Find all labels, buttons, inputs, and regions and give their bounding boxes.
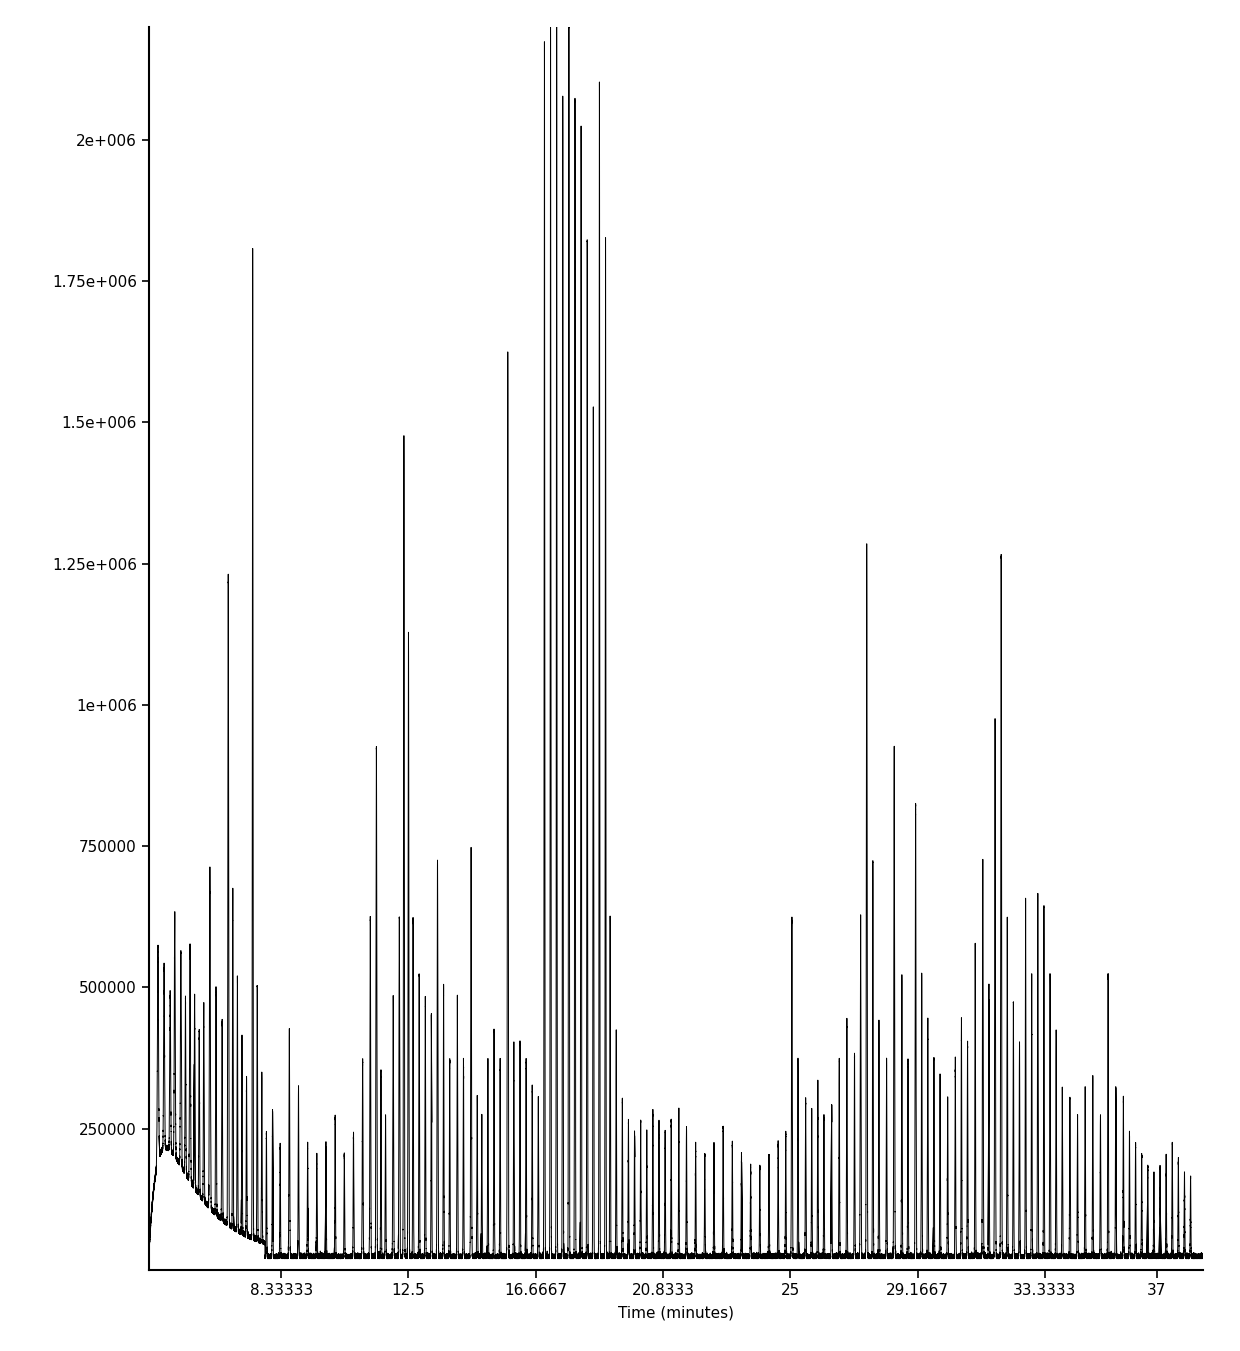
X-axis label: Time (minutes): Time (minutes) xyxy=(618,1305,734,1320)
